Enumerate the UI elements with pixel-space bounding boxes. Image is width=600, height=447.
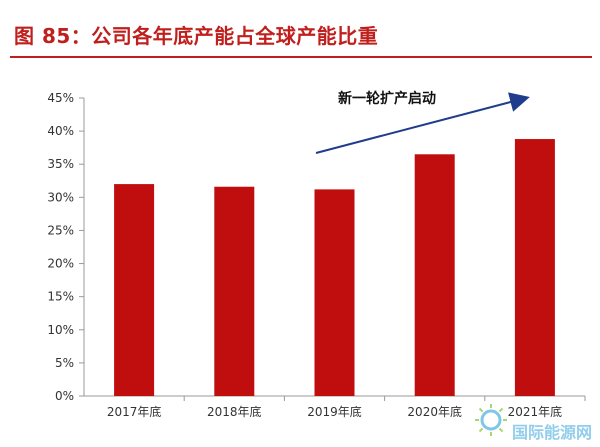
trend-arrow: [315, 92, 530, 154]
y-tick-label: 15%: [47, 290, 74, 304]
y-tick-label: 30%: [47, 190, 74, 204]
y-tick-label: 25%: [47, 223, 74, 237]
y-tick-label: 5%: [55, 356, 74, 370]
y-axis: 0% 5% 10% 15% 20% 25% 30% 35% 40% 45%: [47, 91, 85, 403]
bars: [114, 139, 555, 396]
watermark-logo-icon: [475, 404, 507, 436]
y-tick-label: 45%: [47, 91, 74, 105]
bar: [414, 154, 455, 396]
y-tick-label: 35%: [47, 157, 74, 171]
bar: [114, 184, 155, 396]
watermark-text: 国际能源网: [511, 423, 592, 442]
x-tick-label: 2017年底: [107, 404, 162, 419]
annotation: 新一轮扩产启动: [315, 90, 530, 154]
bar: [514, 139, 555, 396]
x-tick-label: 2019年底: [307, 404, 362, 419]
bar: [314, 189, 355, 396]
y-tick-label: 40%: [47, 124, 74, 138]
chart-title: 图 85：公司各年底产能占全球产能比重: [14, 24, 379, 48]
title-underline: [10, 56, 592, 58]
y-tick-label: 20%: [47, 257, 74, 271]
x-tick-label: 2018年底: [207, 404, 262, 419]
x-axis: 2017年底 2018年底 2019年底 2020年底 2021年底: [84, 395, 586, 419]
x-tick-label: 2020年底: [407, 404, 462, 419]
x-tick-label: 2021年底: [508, 404, 563, 419]
y-tick-label: 10%: [47, 323, 74, 337]
bar: [214, 186, 255, 396]
annotation-text: 新一轮扩产启动: [338, 90, 436, 107]
y-tick-label: 0%: [55, 389, 74, 403]
